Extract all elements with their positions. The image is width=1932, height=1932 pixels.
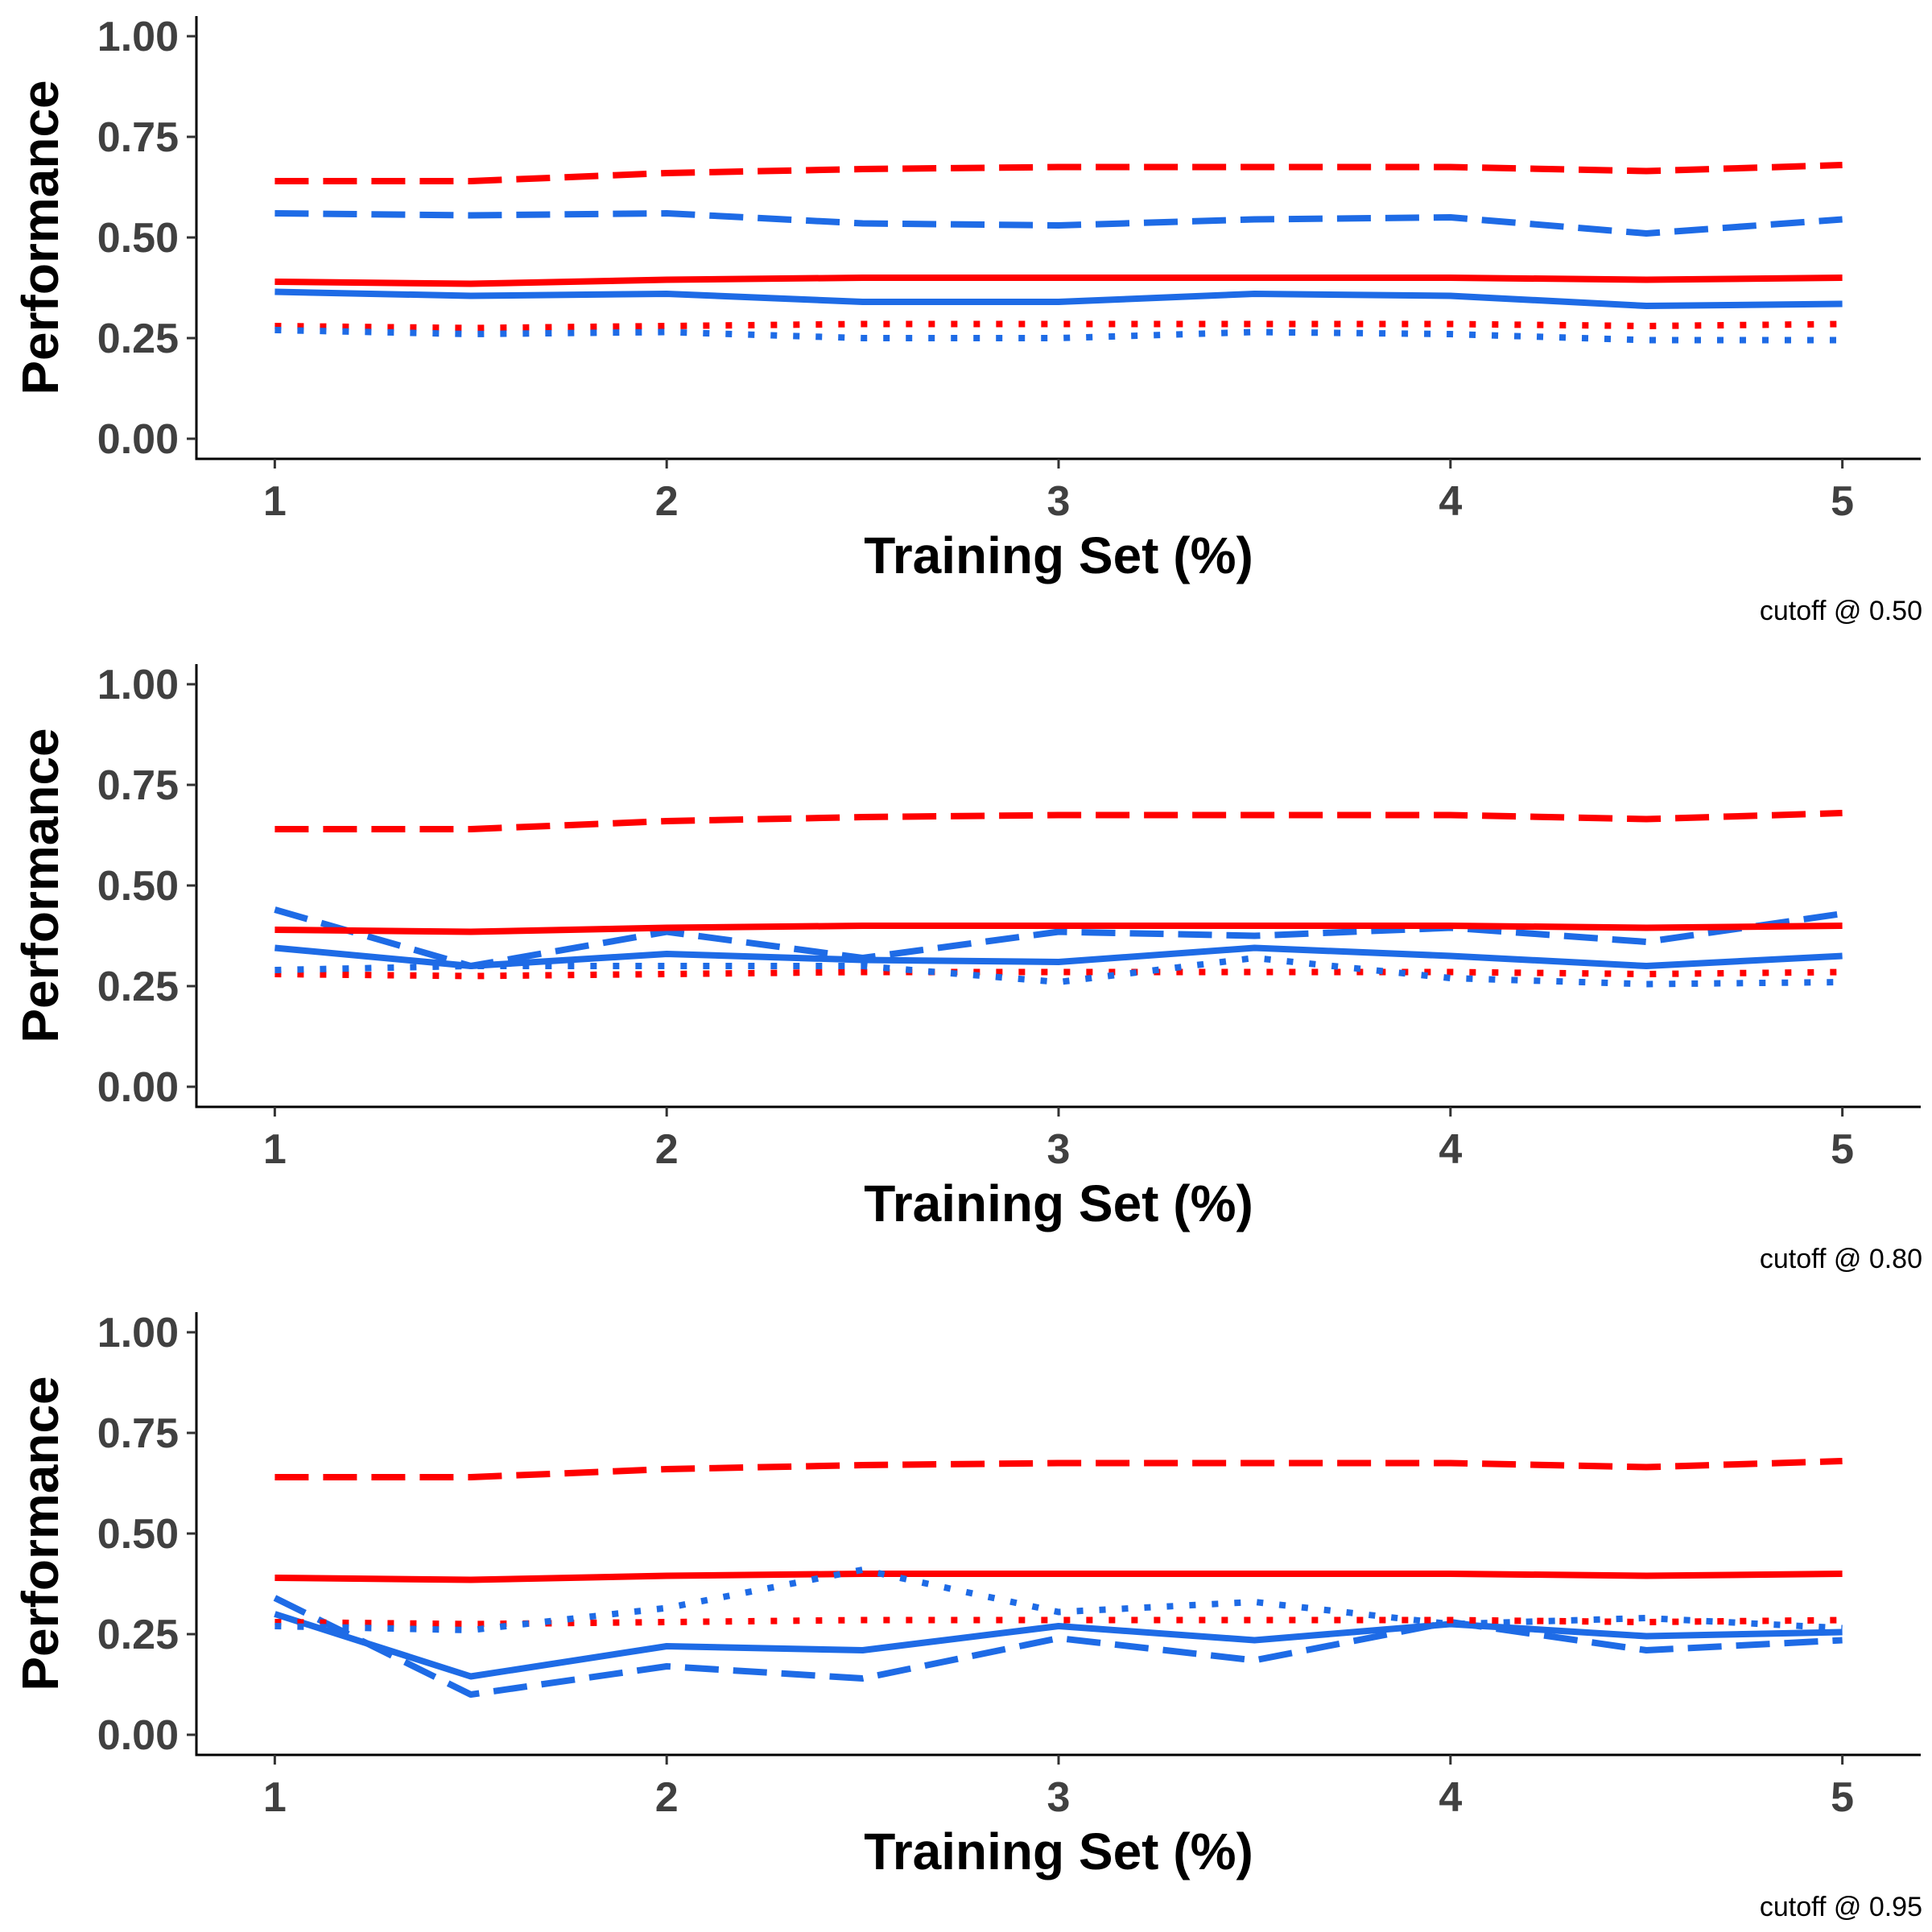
y-tick-label: 0.00 bbox=[97, 1712, 179, 1759]
y-tick-label: 1.00 bbox=[97, 1310, 179, 1356]
x-tick-label: 3 bbox=[1047, 1774, 1071, 1821]
y-tick-label: 0.50 bbox=[97, 863, 179, 910]
y-tick-label: 0.25 bbox=[97, 964, 179, 1010]
x-axis-title: Training Set (%) bbox=[864, 1174, 1253, 1232]
y-tick-label: 1.00 bbox=[97, 14, 179, 60]
x-tick-label: 2 bbox=[655, 478, 679, 525]
x-axis-title: Training Set (%) bbox=[864, 526, 1253, 584]
x-tick-label: 3 bbox=[1047, 478, 1071, 525]
x-tick-label: 1 bbox=[263, 1774, 287, 1821]
x-tick-label: 2 bbox=[655, 1126, 679, 1173]
series-line-dashed-blue bbox=[275, 210, 1843, 237]
x-axis-title: Training Set (%) bbox=[864, 1823, 1253, 1880]
x-tick-label: 2 bbox=[655, 1774, 679, 1821]
x-tick-label: 4 bbox=[1439, 1774, 1462, 1821]
y-tick-label: 0.25 bbox=[97, 1612, 179, 1658]
series-line-solid-blue bbox=[275, 944, 1843, 969]
chart-panel-3: 0.00 0.25 0.50 0.75 1.00 1 2 3 4 5 Training Set (%… bbox=[11, 1310, 1922, 1922]
series-line-solid-blue bbox=[275, 288, 1843, 309]
y-tick-label: 0.25 bbox=[97, 316, 179, 362]
series-line-solid-red bbox=[275, 923, 1843, 935]
y-axis-title: Performance bbox=[11, 80, 69, 394]
x-tick-label: 4 bbox=[1439, 478, 1462, 525]
series-line-solid-blue bbox=[274, 1611, 1843, 1680]
y-axis-title: Performance bbox=[11, 728, 69, 1042]
y-axis-title: Performance bbox=[11, 1376, 69, 1690]
series-line-dashed-blue bbox=[274, 906, 1843, 969]
x-tick-label: 5 bbox=[1831, 1774, 1854, 1821]
chart-caption: cutoff @ 0.95 bbox=[1760, 1892, 1922, 1922]
series-line-dotted-blue bbox=[275, 955, 1843, 988]
y-tick-label: 1.00 bbox=[97, 662, 179, 708]
y-tick-label: 0.50 bbox=[97, 215, 179, 262]
chart-panel-2: 0.00 0.25 0.50 0.75 1.00 1 2 3 4 5 Training Set (%… bbox=[11, 662, 1922, 1274]
series-line-dashed-red bbox=[275, 1458, 1843, 1480]
y-tick-label: 0.75 bbox=[97, 1410, 179, 1457]
series-line-dashed-red bbox=[275, 810, 1843, 832]
series-line-solid-red bbox=[275, 275, 1843, 287]
y-tick-label: 0.00 bbox=[97, 416, 179, 463]
x-tick-label: 5 bbox=[1831, 1126, 1854, 1173]
x-tick-label: 1 bbox=[263, 1126, 287, 1173]
series-line-dotted-blue bbox=[275, 1567, 1843, 1633]
chart-caption: cutoff @ 0.50 bbox=[1760, 596, 1922, 626]
x-tick-label: 1 bbox=[263, 478, 287, 525]
chart-panel-1: 0.00 0.25 0.50 0.75 1.00 1 2 3 4 5 Training Set (%… bbox=[11, 14, 1922, 626]
chart-caption: cutoff @ 0.80 bbox=[1760, 1244, 1922, 1274]
series-line-dashed-red bbox=[275, 162, 1843, 184]
y-tick-label: 0.75 bbox=[97, 762, 179, 809]
y-tick-label: 0.00 bbox=[97, 1064, 179, 1111]
x-tick-label: 5 bbox=[1831, 478, 1854, 525]
x-tick-label: 4 bbox=[1439, 1126, 1462, 1173]
series-line-dotted-blue bbox=[275, 327, 1843, 344]
y-tick-label: 0.50 bbox=[97, 1511, 179, 1558]
series-line-dotted-red bbox=[275, 320, 1843, 332]
series-line-dotted-red bbox=[275, 968, 1843, 980]
y-tick-label: 0.75 bbox=[97, 114, 179, 161]
x-tick-label: 3 bbox=[1047, 1126, 1071, 1173]
series-line-solid-red bbox=[275, 1571, 1843, 1583]
